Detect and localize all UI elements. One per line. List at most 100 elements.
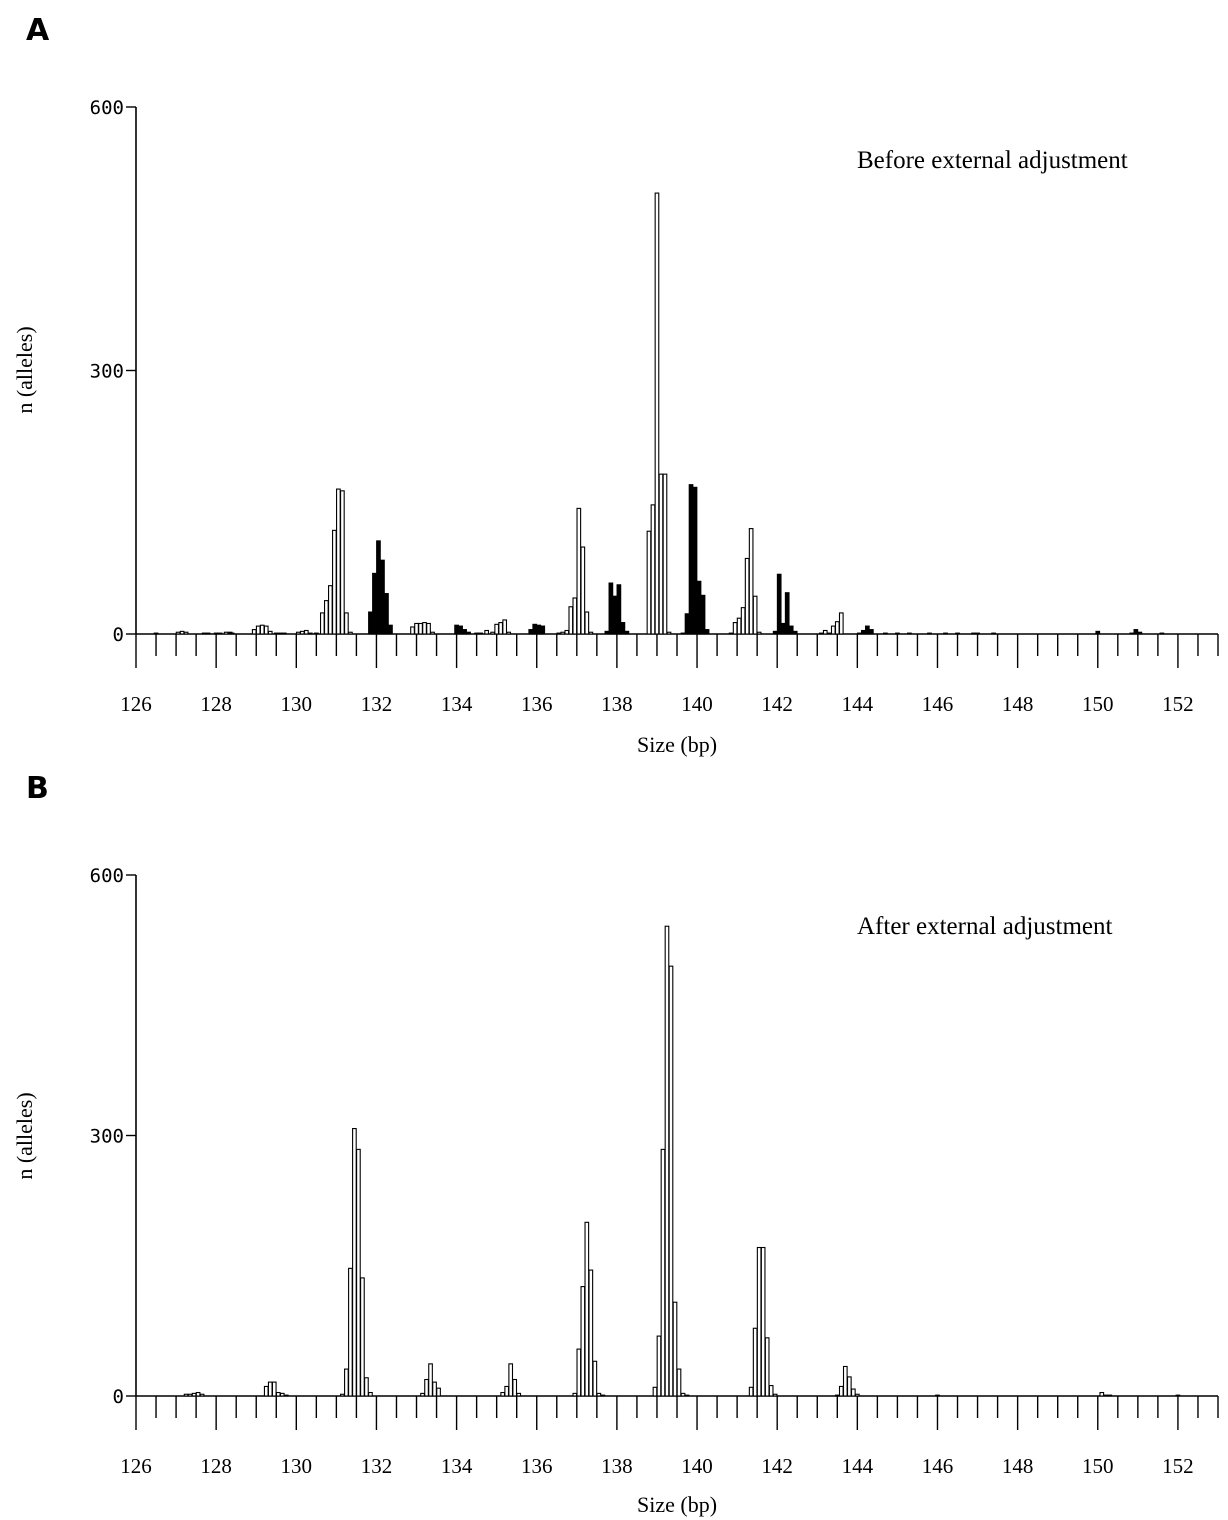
bar-a-open-71 <box>883 632 888 635</box>
x-tick-label-134: 134 <box>441 692 473 716</box>
bar-a-open-76 <box>991 632 996 635</box>
bar-a-solid-17 <box>540 625 546 635</box>
bar-a-solid-19 <box>608 582 614 635</box>
x-tick-label-138: 138 <box>601 1454 633 1478</box>
bar-b-open-11 <box>340 1393 345 1397</box>
bar-b-open-50 <box>764 1337 770 1397</box>
y-tick-label-600: 600 <box>90 865 124 887</box>
bar-b-open-57 <box>850 1388 856 1397</box>
bar-b-open-18 <box>368 1391 373 1397</box>
bar-a-open-67 <box>826 632 832 635</box>
y-tick-label-600: 600 <box>90 97 124 119</box>
bar-a-open-40 <box>502 619 508 635</box>
bar-a-solid-10 <box>458 625 463 635</box>
bar-b-open-6 <box>267 1381 273 1397</box>
bar-a-open-44 <box>564 629 570 635</box>
bar-a-open-16 <box>295 631 301 635</box>
bar-a-open-73 <box>943 632 948 635</box>
bar-a-open-24 <box>332 529 337 635</box>
bar-b-open-41 <box>668 965 674 1397</box>
bar-a-open-36 <box>484 629 490 635</box>
bar-b-open-15 <box>356 1148 361 1397</box>
bar-a-open-62 <box>748 528 754 635</box>
x-tick-label-146: 146 <box>922 692 954 716</box>
bar-a-solid-4 <box>372 572 377 635</box>
bar-a-solid-29 <box>700 594 706 635</box>
bar-a-solid-13 <box>474 632 479 635</box>
bar-a-solid-39 <box>864 625 870 635</box>
bar-a-solid-23 <box>624 630 630 635</box>
bar-a-open-74 <box>955 632 960 635</box>
bar-b-open-37 <box>652 1386 658 1397</box>
chart-panel-a: A Before external adjustment 126 128 130 13… <box>12 13 1219 757</box>
bar-b-open-42 <box>672 1301 678 1397</box>
bar-b-open-45 <box>684 1394 690 1397</box>
bar-b-open-47 <box>752 1327 758 1397</box>
bar-b-open-55 <box>842 1365 848 1397</box>
bar-b-open-34 <box>592 1360 598 1397</box>
bar-a-open-17 <box>299 630 305 635</box>
bar-b-open-20 <box>424 1378 429 1397</box>
bar-b-open-63 <box>1175 1394 1181 1397</box>
bar-a-solid-9 <box>454 624 459 635</box>
y-axis-title-a: n (alleles) <box>12 326 37 413</box>
bar-b-open-17 <box>364 1377 369 1397</box>
bar-a-open-27 <box>344 612 349 635</box>
bar-a-open-45 <box>568 606 574 635</box>
bar-a-solid-16 <box>536 624 542 635</box>
bar-b-open-49 <box>760 1246 766 1397</box>
bar-a-solid-26 <box>688 484 694 635</box>
bar-a-open-41 <box>506 631 512 635</box>
bar-b-open-56 <box>846 1376 852 1397</box>
bar-b-open-19 <box>420 1392 425 1397</box>
bar-a-open-22 <box>323 600 329 635</box>
bar-a-open-26 <box>340 490 345 635</box>
bar-a-open-49 <box>584 611 590 635</box>
bar-b-open-31 <box>580 1286 586 1397</box>
bar-a-solid-8 <box>388 624 393 635</box>
bar-b-open-0 <box>183 1393 189 1397</box>
y-tick-label-0: 0 <box>113 1386 124 1408</box>
bar-b-open-23 <box>436 1387 441 1397</box>
bar-a-solid-44 <box>1095 630 1101 635</box>
tick-group-b: 126 128 130 132 134 136 138 140 142 144 146 148 150 1… <box>90 865 1219 1478</box>
bar-group-b <box>183 925 1181 1397</box>
bar-group-a <box>153 192 1165 635</box>
bar-a-open-21 <box>319 612 325 635</box>
x-tick-label-134: 134 <box>441 1454 473 1478</box>
bar-a-open-55 <box>662 473 668 635</box>
x-tick-label-132: 132 <box>361 1454 393 1478</box>
bar-a-open-51 <box>646 530 652 635</box>
bar-b-open-54 <box>838 1385 844 1397</box>
bar-a-solid-43 <box>971 632 976 635</box>
x-axis-title-b: Size (bp) <box>637 1492 717 1517</box>
bar-a-solid-35 <box>788 625 794 635</box>
bar-a-solid-41 <box>895 632 900 635</box>
bar-a-solid-32 <box>776 573 782 635</box>
bar-b-open-7 <box>271 1381 277 1397</box>
bar-a-solid-0 <box>201 632 207 635</box>
bar-a-open-77 <box>1159 632 1165 635</box>
x-tick-label-126: 126 <box>120 1454 152 1478</box>
panel-letter-a: A <box>26 13 50 48</box>
bar-b-open-32 <box>584 1221 590 1397</box>
y-axis-title-b: n (alleles) <box>12 1092 37 1179</box>
bar-a-open-0 <box>153 632 159 635</box>
bar-b-open-10 <box>283 1394 289 1397</box>
bar-a-open-25 <box>336 488 341 635</box>
bar-a-solid-33 <box>780 622 786 635</box>
bar-a-open-70 <box>838 612 844 635</box>
bar-b-open-12 <box>344 1368 349 1397</box>
x-tick-label-150: 150 <box>1082 1454 1114 1478</box>
bar-b-open-60 <box>1099 1391 1105 1397</box>
bar-a-open-68 <box>830 625 836 635</box>
bar-b-open-48 <box>756 1246 762 1397</box>
bar-a-open-20 <box>313 632 319 635</box>
bar-a-open-61 <box>744 557 750 635</box>
x-tick-label-136: 136 <box>521 692 553 716</box>
bar-a-open-30 <box>414 622 419 635</box>
bar-a-solid-38 <box>860 629 866 635</box>
chart-title-a: Before external adjustment <box>857 147 1128 174</box>
bar-a-solid-24 <box>680 632 686 635</box>
